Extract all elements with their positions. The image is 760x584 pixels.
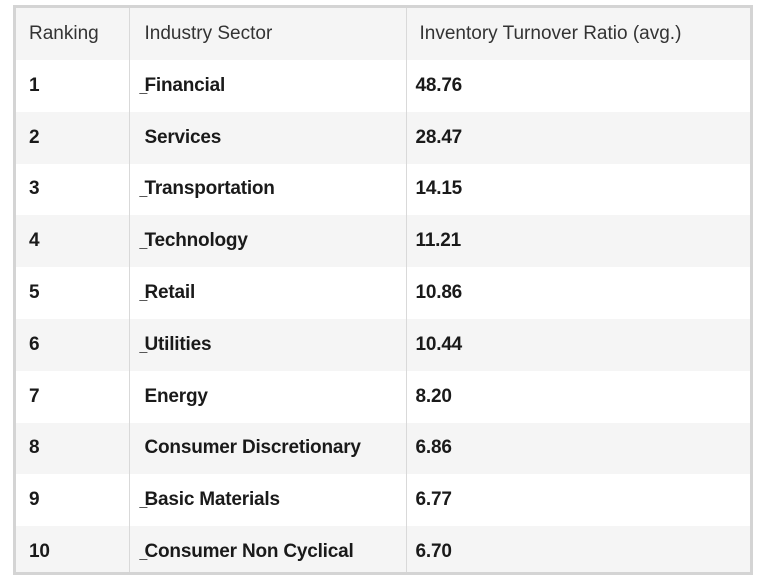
table-header-row: Ranking Industry Sector Inventory Turnov… bbox=[16, 8, 750, 60]
cell-industry-sector: Energy bbox=[129, 370, 407, 423]
cell-ranking: 9 bbox=[16, 474, 130, 527]
cell-industry-sector: Services bbox=[129, 111, 407, 164]
cell-industry-sector: Consumer Discretionary bbox=[129, 422, 407, 475]
cell-ranking: 2 bbox=[16, 111, 130, 164]
sector-label: Energy bbox=[144, 385, 208, 407]
sector-label: Retail bbox=[144, 282, 196, 304]
header-turnover-ratio: Inventory Turnover Ratio (avg.) bbox=[419, 23, 682, 44]
cell-ranking: 5 bbox=[16, 267, 130, 319]
cell-ranking: 6 bbox=[16, 318, 130, 371]
cell-turnover-ratio: 11.21 bbox=[415, 230, 462, 252]
table-body: 1 _Financial 48.76 2 Services 28.47 3 _Transpor… bbox=[16, 60, 750, 572]
table-row: 10 _Consumer Non Cyclical 6.70 bbox=[16, 526, 750, 572]
cell-industry-sector: _Technology bbox=[129, 215, 407, 268]
table-row: 3 _Transportation 14.15 bbox=[16, 163, 750, 216]
cell-turnover-ratio: 28.47 bbox=[415, 126, 463, 148]
cell-ranking: 4 bbox=[16, 215, 130, 268]
cell-turnover-ratio: 6.77 bbox=[415, 489, 452, 511]
cell-industry-sector: _Basic Materials bbox=[129, 474, 407, 527]
cell-turnover-ratio: 8.20 bbox=[415, 385, 452, 407]
cell-ranking: 8 bbox=[16, 422, 130, 475]
sector-label: Transportation bbox=[144, 178, 275, 200]
sector-label: Services bbox=[144, 126, 222, 148]
sector-label: Utilities bbox=[144, 333, 212, 355]
table-row: 5 _Retail 10.86 bbox=[16, 267, 750, 319]
header-industry-sector: Industry Sector bbox=[129, 8, 407, 60]
table-row: 7 Energy 8.20 bbox=[16, 370, 750, 423]
cell-turnover-ratio: 6.70 bbox=[415, 541, 452, 563]
table-row: 1 _Financial 48.76 bbox=[16, 60, 750, 112]
sector-label: Consumer Discretionary bbox=[144, 437, 361, 459]
sector-label: Basic Materials bbox=[144, 489, 281, 511]
cell-turnover-ratio: 6.86 bbox=[415, 437, 452, 459]
cell-industry-sector: _Consumer Non Cyclical bbox=[129, 526, 407, 572]
sector-label: Consumer Non Cyclical bbox=[144, 541, 354, 563]
underscore-mark: _ bbox=[139, 544, 148, 561]
cell-ranking: 1 bbox=[16, 60, 130, 112]
underscore-mark: _ bbox=[139, 77, 148, 94]
cell-industry-sector: _Retail bbox=[129, 267, 407, 319]
cell-turnover-ratio: 14.15 bbox=[415, 178, 463, 200]
ranking-table-container: Ranking Industry Sector Inventory Turnov… bbox=[13, 5, 753, 575]
underscore-mark: _ bbox=[139, 492, 148, 509]
cell-turnover-ratio: 10.44 bbox=[415, 333, 463, 355]
underscore-mark: _ bbox=[139, 233, 148, 250]
header-ranking: Ranking bbox=[16, 8, 130, 60]
cell-ranking: 3 bbox=[16, 163, 130, 216]
cell-industry-sector: _Transportation bbox=[129, 163, 407, 216]
sector-label: Technology bbox=[144, 230, 248, 252]
cell-turnover-ratio: 10.86 bbox=[415, 282, 463, 304]
ranking-table: Ranking Industry Sector Inventory Turnov… bbox=[16, 8, 750, 572]
table-row: 9 _Basic Materials 6.77 bbox=[16, 474, 750, 527]
cell-turnover-ratio: 48.76 bbox=[415, 74, 463, 96]
underscore-mark: _ bbox=[139, 336, 148, 353]
table-row: 8 Consumer Discretionary 6.86 bbox=[16, 422, 750, 475]
table-row: 2 Services 28.47 bbox=[16, 111, 750, 164]
underscore-mark: _ bbox=[139, 181, 148, 198]
sector-label: Financial bbox=[144, 74, 226, 96]
cell-industry-sector: _Utilities bbox=[129, 318, 407, 371]
table-row: 6 _Utilities 10.44 bbox=[16, 318, 750, 371]
underscore-mark: _ bbox=[139, 285, 148, 302]
cell-ranking: 10 bbox=[16, 526, 130, 572]
cell-industry-sector: _Financial bbox=[129, 60, 407, 112]
cell-ranking: 7 bbox=[16, 370, 130, 423]
table-row: 4 _Technology 11.21 bbox=[16, 215, 750, 268]
